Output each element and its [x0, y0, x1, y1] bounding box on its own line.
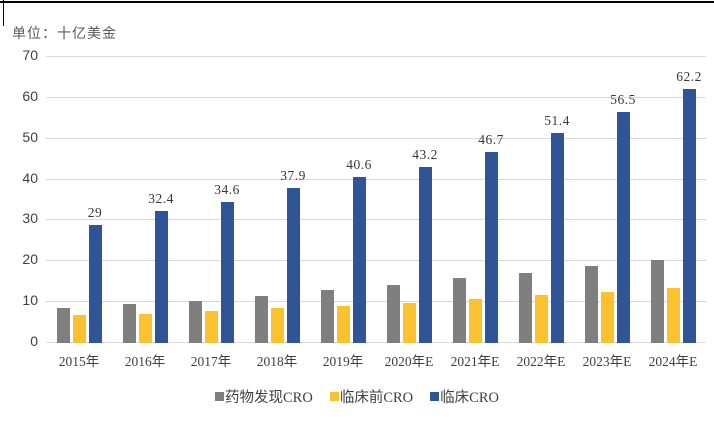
- gridline-10: 10: [22, 292, 706, 308]
- gridline-60: 60: [22, 88, 706, 104]
- data-label: 43.2: [412, 146, 438, 162]
- bar: [336, 305, 350, 343]
- legend-swatch-icon: [215, 392, 224, 401]
- y-tick-label: 30: [22, 210, 38, 227]
- gridline-50: 50: [22, 129, 706, 145]
- x-axis-label: 2024年E: [648, 354, 698, 369]
- legend: 药物发现CRO 临床前CRO 临床CRO: [0, 386, 714, 407]
- bar-group-2023年E: 56.5: [574, 57, 640, 343]
- x-axis-label: 2018年: [256, 354, 298, 369]
- bar: [270, 308, 284, 343]
- legend-swatch-icon: [430, 392, 440, 401]
- bar: [386, 284, 400, 343]
- bar-group-2016年: 32.4: [112, 57, 178, 343]
- y-tick-label: 10: [22, 292, 38, 309]
- legend-item: 临床CRO: [430, 386, 499, 407]
- bar: [138, 313, 152, 343]
- y-tick-label: 40: [22, 169, 38, 186]
- legend-item: 药物发现CRO: [215, 386, 313, 407]
- gridline-40: 40: [22, 170, 706, 186]
- data-label: 29: [87, 204, 103, 220]
- x-axis-label: 2022年E: [516, 354, 566, 369]
- bar: 40.6: [346, 157, 371, 343]
- bar-group-2015年: 29: [46, 57, 112, 343]
- legend-label: 临床前CRO: [339, 390, 414, 406]
- bar: 34.6: [214, 182, 239, 343]
- bar: [468, 298, 482, 343]
- bar: [600, 291, 614, 343]
- bar: [534, 294, 548, 343]
- bar: [204, 311, 218, 343]
- bar-group-2021年E: 46.7: [442, 57, 508, 343]
- data-label: 51.4: [544, 113, 570, 128]
- y-tick-label: 60: [22, 87, 38, 104]
- bar: [254, 296, 268, 343]
- data-label: 32.4: [148, 190, 174, 206]
- gridline-30: 30: [22, 210, 706, 226]
- unit-label: 单位：十亿美金: [12, 27, 117, 42]
- bar-group-2024年E: 62.2: [640, 57, 706, 343]
- bar: 29: [88, 205, 102, 343]
- bar: [402, 302, 416, 343]
- bar-group-2022年E: 51.4: [508, 57, 574, 343]
- legend-swatch-icon: [329, 392, 339, 401]
- bar-group-2019年: 40.6: [310, 57, 376, 343]
- bar: [122, 304, 136, 343]
- bar: 56.5: [610, 92, 635, 343]
- bar: [584, 266, 598, 343]
- bar: 32.4: [148, 191, 173, 343]
- bar-groups: 29 32.4 34.6 37.9 40.6 43.2 46.7 51.4 56.5 62.2: [46, 57, 706, 343]
- legend-item: 临床前CRO: [329, 386, 414, 407]
- data-label: 37.9: [280, 168, 306, 184]
- top-border-line: [0, 1, 714, 3]
- legend-label: 临床CRO: [440, 390, 499, 406]
- bar: 46.7: [478, 132, 503, 343]
- bar: 51.4: [544, 113, 569, 343]
- x-axis-label: 2017年: [190, 354, 232, 369]
- y-tick-label: 20: [22, 251, 38, 268]
- x-axis-label: 2019年: [322, 354, 364, 369]
- bar: 62.2: [676, 69, 701, 343]
- x-axis-label: 2023年E: [582, 354, 632, 369]
- x-axis-label: 2015年: [58, 354, 100, 369]
- data-label: 40.6: [346, 157, 372, 173]
- y-tick-label: 50: [22, 128, 38, 145]
- x-axis-label: 2020年E: [384, 354, 434, 369]
- bar: [666, 288, 680, 343]
- data-label: 62.2: [676, 68, 702, 84]
- y-tick-label: 0: [30, 333, 38, 349]
- bar-group-2017年: 34.6: [178, 57, 244, 343]
- bar: [650, 260, 664, 343]
- gridline-70: 70: [22, 47, 706, 63]
- bar: 37.9: [280, 168, 305, 343]
- x-axis-labels: 2015年 2016年 2017年 2018年 2019年 2020年E 2021年E 202…: [46, 350, 706, 370]
- bar: [518, 272, 532, 343]
- gridline-20: 20: [22, 251, 706, 267]
- bar: 43.2: [412, 147, 437, 343]
- plot-area: 0 10 20 30 40 50 60 70 29 32.4 34.6 37.9 40.6 43.2 46…: [22, 47, 706, 349]
- gridline-0: 0: [30, 333, 706, 349]
- bar: [72, 314, 86, 343]
- bar: [56, 307, 70, 343]
- bar-group-2018年: 37.9: [244, 57, 310, 343]
- bar-group-2020年E: 43.2: [376, 57, 442, 343]
- left-border-line: [3, 0, 4, 26]
- data-label: 34.6: [214, 181, 240, 197]
- data-label: 46.7: [478, 132, 504, 148]
- data-label: 56.5: [610, 92, 636, 108]
- bar: [320, 289, 334, 343]
- bar: [452, 277, 466, 343]
- bar: [188, 300, 202, 343]
- x-axis-label: 2021年E: [450, 354, 500, 369]
- legend-label: 药物发现CRO: [225, 390, 313, 406]
- x-axis-label: 2016年: [124, 354, 166, 369]
- y-tick-label: 70: [22, 47, 38, 63]
